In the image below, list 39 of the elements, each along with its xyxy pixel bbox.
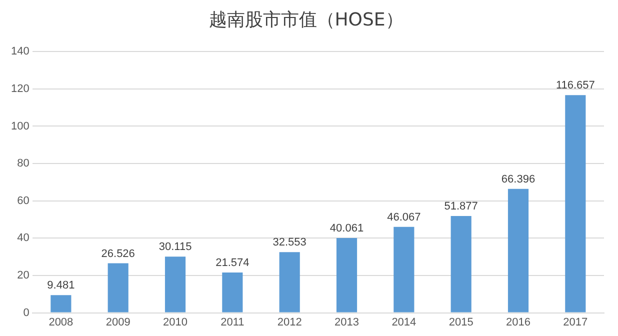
y-tick-label: 80 [17,158,30,170]
bar [222,272,243,312]
x-tick-label: 2013 [334,316,359,328]
y-tick-label: 20 [17,270,30,282]
x-tick-label: 2012 [277,316,302,328]
x-tick-label: 2015 [448,316,474,328]
x-tick-label: 2014 [392,316,416,328]
bar [508,188,529,312]
bar [279,252,300,312]
data-label: 26.526 [101,248,135,260]
bar [336,238,358,312]
bar [394,226,414,312]
y-tick-label: 0 [23,306,30,319]
data-label: 40.061 [330,222,364,235]
data-label: 32.553 [272,236,306,249]
data-label: 116.657 [556,80,595,92]
data-label: 30.115 [158,241,192,254]
x-tick-label: 2010 [163,316,188,328]
bar [565,95,586,312]
data-label: 66.396 [501,173,536,186]
x-tick-label: 2009 [106,316,130,328]
y-tick-label: 140 [10,46,30,58]
bar [108,263,128,312]
y-tick-label: 120 [10,82,30,95]
bar [164,256,186,312]
data-label: 46.067 [387,211,421,224]
data-label: 51.877 [444,200,478,213]
x-tick-label: 2016 [506,316,530,328]
y-tick-label: 60 [17,194,30,207]
chart-title: 越南股市市值（HOSE） [208,9,404,30]
x-tick-label: 2017 [563,316,588,328]
bar [50,295,72,312]
y-tick-label: 40 [17,232,30,244]
x-tick-label: 2011 [220,316,244,328]
data-label: 21.574 [216,257,250,270]
bar [450,216,472,312]
y-tick-label: 100 [10,120,30,132]
data-label: 9.481 [47,280,75,292]
x-tick-label: 2008 [48,316,74,328]
